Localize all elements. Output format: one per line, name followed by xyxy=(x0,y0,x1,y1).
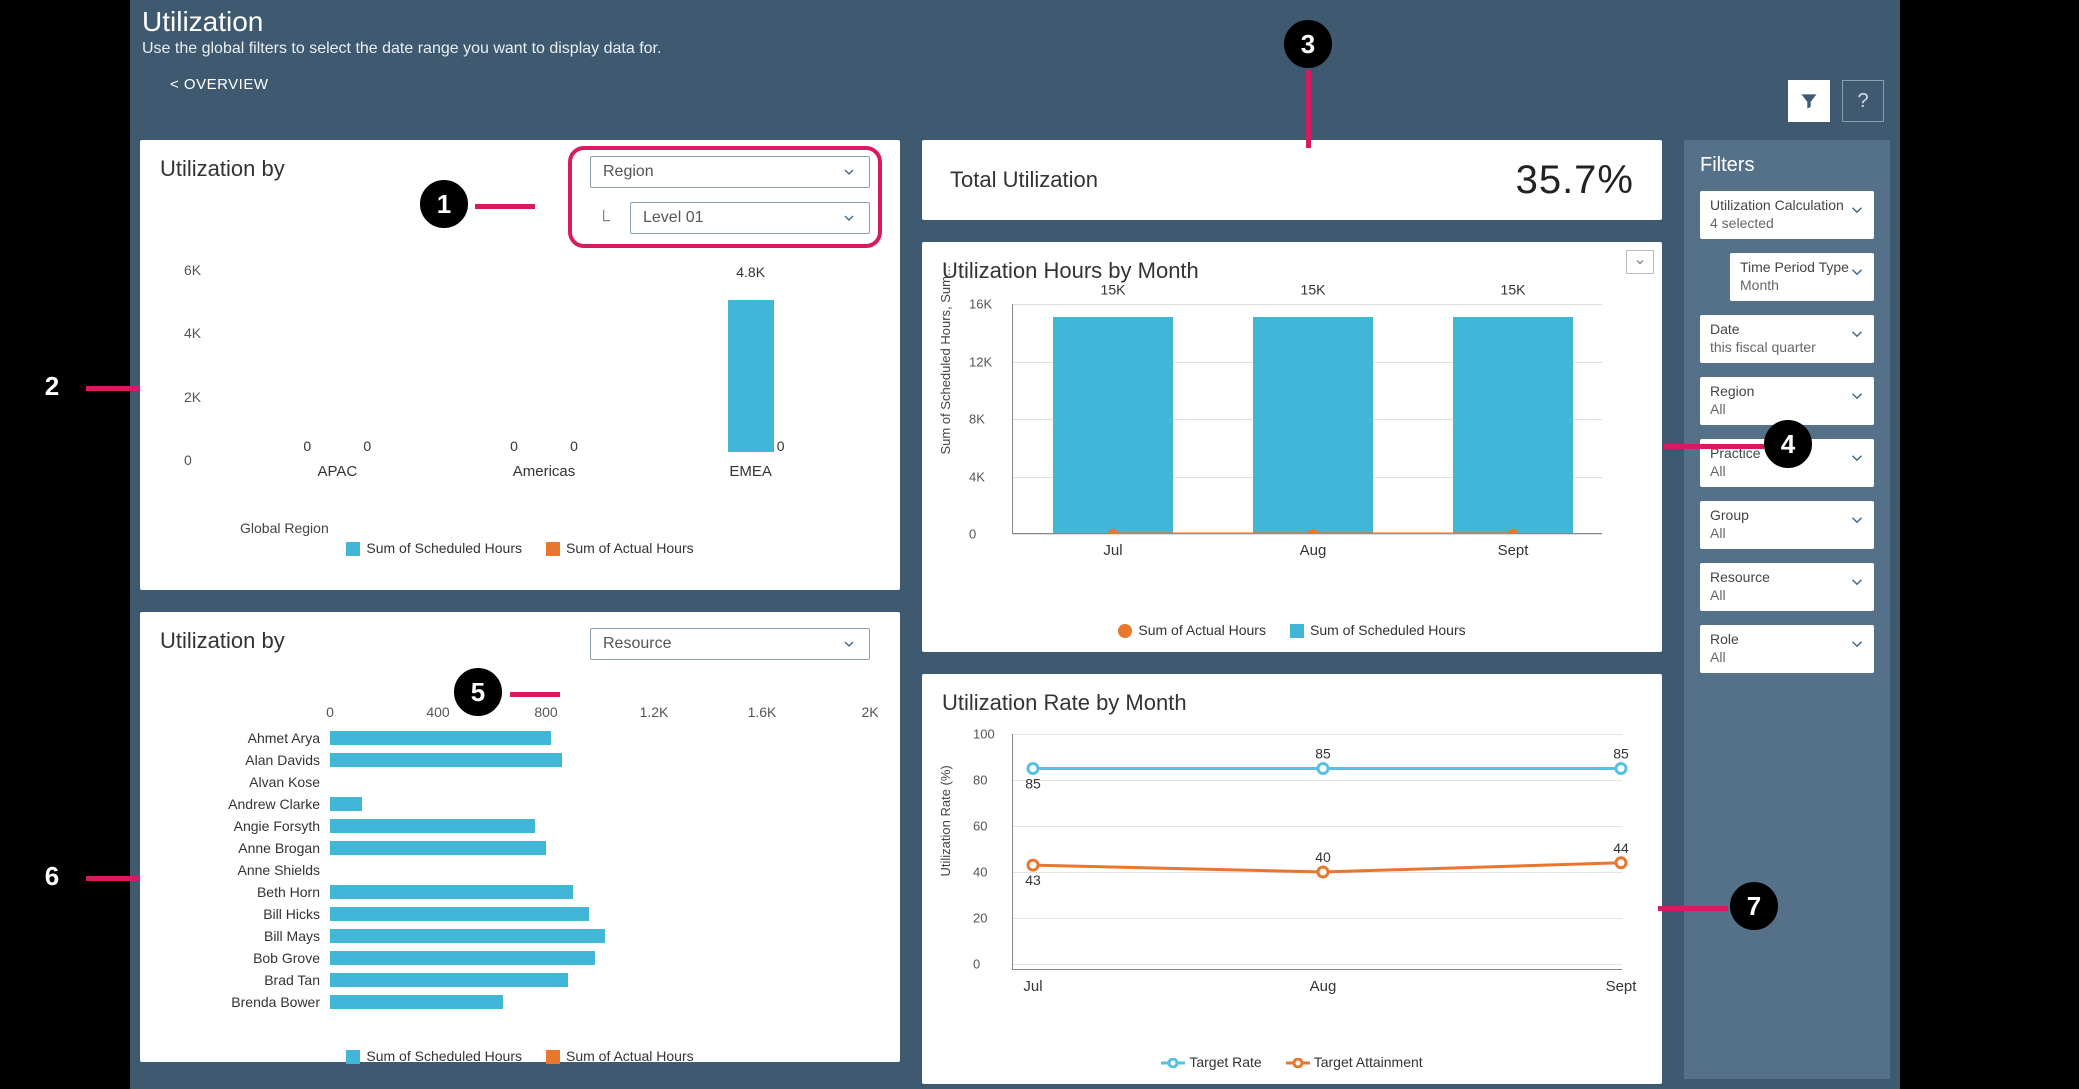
legend-item: Sum of Actual Hours xyxy=(1138,622,1266,638)
filter-item[interactable]: GroupAll xyxy=(1700,501,1874,549)
callout-2: 2 xyxy=(28,362,76,410)
callout-1: 1 xyxy=(420,180,468,228)
svg-text:40: 40 xyxy=(1315,849,1331,865)
callout-line xyxy=(86,386,140,391)
filter-item[interactable]: RegionAll xyxy=(1700,377,1874,425)
filter-toggle-button[interactable] xyxy=(1788,80,1830,122)
legend-item: Target Attainment xyxy=(1314,1054,1423,1070)
callout-line xyxy=(1664,444,1764,449)
legend-item: Sum of Scheduled Hours xyxy=(366,1048,522,1064)
chevron-down-icon xyxy=(1848,263,1866,281)
svg-text:85: 85 xyxy=(1315,746,1331,762)
resource-row: Ahmet Arya xyxy=(160,728,856,750)
chevron-down-icon xyxy=(1848,387,1866,405)
dashboard: Utilization Use the global filters to se… xyxy=(130,0,1900,1089)
chevron-down-icon xyxy=(1848,573,1866,591)
callout-5: 5 xyxy=(454,668,502,716)
utilization-hours-by-month-card: Utilization Hours by Month Sum of Schedu… xyxy=(922,242,1662,652)
filters-title: Filters xyxy=(1700,154,1874,177)
filter-item[interactable]: Datethis fiscal quarter xyxy=(1700,315,1874,363)
resource-row: Angie Forsyth xyxy=(160,816,856,838)
callout-line xyxy=(86,876,140,881)
svg-text:43: 43 xyxy=(1025,872,1041,888)
legend-item: Sum of Scheduled Hours xyxy=(366,540,522,556)
resource-row: Bill Hicks xyxy=(160,904,856,926)
monthly-hours-chart: 04K8K12K16K15KJul15KAug15KSept xyxy=(942,294,1642,574)
resource-row: Bill Mays xyxy=(160,926,856,948)
filter-item[interactable]: ResourceAll xyxy=(1700,563,1874,611)
funnel-icon xyxy=(1799,91,1819,111)
page-title: Utilization xyxy=(142,6,1888,38)
resource-row: Alvan Kose xyxy=(160,772,856,794)
resource-row: Anne Brogan xyxy=(160,838,856,860)
resource-row: Alan Davids xyxy=(160,750,856,772)
callout-7: 7 xyxy=(1730,882,1778,930)
legend-item: Sum of Scheduled Hours xyxy=(1310,622,1466,638)
chevron-down-icon xyxy=(1848,201,1866,219)
card-title: Utilization Hours by Month xyxy=(942,258,1642,284)
chevron-down-icon xyxy=(1848,449,1866,467)
x-axis-label: Global Region xyxy=(240,520,329,536)
resource-dropdown[interactable]: Resource xyxy=(590,628,870,660)
utilization-by-resource-card: Utilization by Resource 04008001.2K1.6K2… xyxy=(140,612,900,1062)
page-subtitle: Use the global filters to select the dat… xyxy=(142,40,1888,58)
legend-item: Target Rate xyxy=(1189,1054,1261,1070)
callout-line xyxy=(1658,906,1728,911)
filter-item[interactable]: Utilization Calculation4 selected xyxy=(1700,191,1874,239)
chevron-down-icon xyxy=(1634,256,1646,268)
callout-line xyxy=(510,692,560,697)
svg-text:44: 44 xyxy=(1613,840,1629,856)
svg-text:85: 85 xyxy=(1613,746,1629,762)
utilization-rate-by-month-card: Utilization Rate by Month Utilization Ra… xyxy=(922,674,1662,1084)
overview-link[interactable]: < OVERVIEW xyxy=(170,76,269,93)
dropdown-value: Resource xyxy=(603,635,671,653)
resource-row: Andrew Clarke xyxy=(160,794,856,816)
header: Utilization Use the global filters to se… xyxy=(130,0,1900,98)
kpi-label: Total Utilization xyxy=(950,167,1098,193)
svg-text:85: 85 xyxy=(1025,776,1041,792)
chart-options-button[interactable] xyxy=(1626,250,1654,274)
resource-row: Brad Tan xyxy=(160,970,856,992)
highlight-box xyxy=(568,146,882,248)
kpi-value: 35.7% xyxy=(1516,158,1634,203)
resource-row: Anne Shields xyxy=(160,860,856,882)
legend: Sum of Scheduled Hours Sum of Actual Hou… xyxy=(160,1048,880,1064)
resource-row: Brenda Bower xyxy=(160,992,856,1014)
resource-chart: 04008001.2K1.6K2KAhmet AryaAlan DavidsAl… xyxy=(160,704,880,1044)
region-chart: 02K4K6K00APAC00Americas04.8KEMEA xyxy=(160,242,880,492)
filter-item[interactable]: RoleAll xyxy=(1700,625,1874,673)
legend: Sum of Scheduled Hours Sum of Actual Hou… xyxy=(160,540,880,556)
callout-3: 3 xyxy=(1284,20,1332,68)
callout-line xyxy=(475,204,535,209)
rate-chart: 020406080100JulAugSept858585434044 xyxy=(942,726,1642,1006)
chevron-down-icon xyxy=(1848,325,1866,343)
chevron-down-icon xyxy=(1848,511,1866,529)
callout-4: 4 xyxy=(1764,420,1812,468)
chevron-down-icon xyxy=(841,636,857,652)
legend: Sum of Actual Hours Sum of Scheduled Hou… xyxy=(942,622,1642,638)
chevron-down-icon xyxy=(1848,635,1866,653)
card-title: Utilization Rate by Month xyxy=(942,690,1642,716)
legend: Target Rate Target Attainment xyxy=(942,1054,1642,1070)
resource-row: Beth Horn xyxy=(160,882,856,904)
total-utilization-card: Total Utilization 35.7% xyxy=(922,140,1662,220)
callout-line xyxy=(1306,70,1311,148)
resource-row: Bob Grove xyxy=(160,948,856,970)
help-button[interactable]: ? xyxy=(1842,80,1884,122)
filters-panel: Filters Utilization Calculation4 selecte… xyxy=(1684,140,1890,1079)
legend-item: Sum of Actual Hours xyxy=(566,540,694,556)
legend-item: Sum of Actual Hours xyxy=(566,1048,694,1064)
callout-6: 6 xyxy=(28,852,76,900)
filter-item[interactable]: Time Period TypeMonth xyxy=(1730,253,1874,301)
